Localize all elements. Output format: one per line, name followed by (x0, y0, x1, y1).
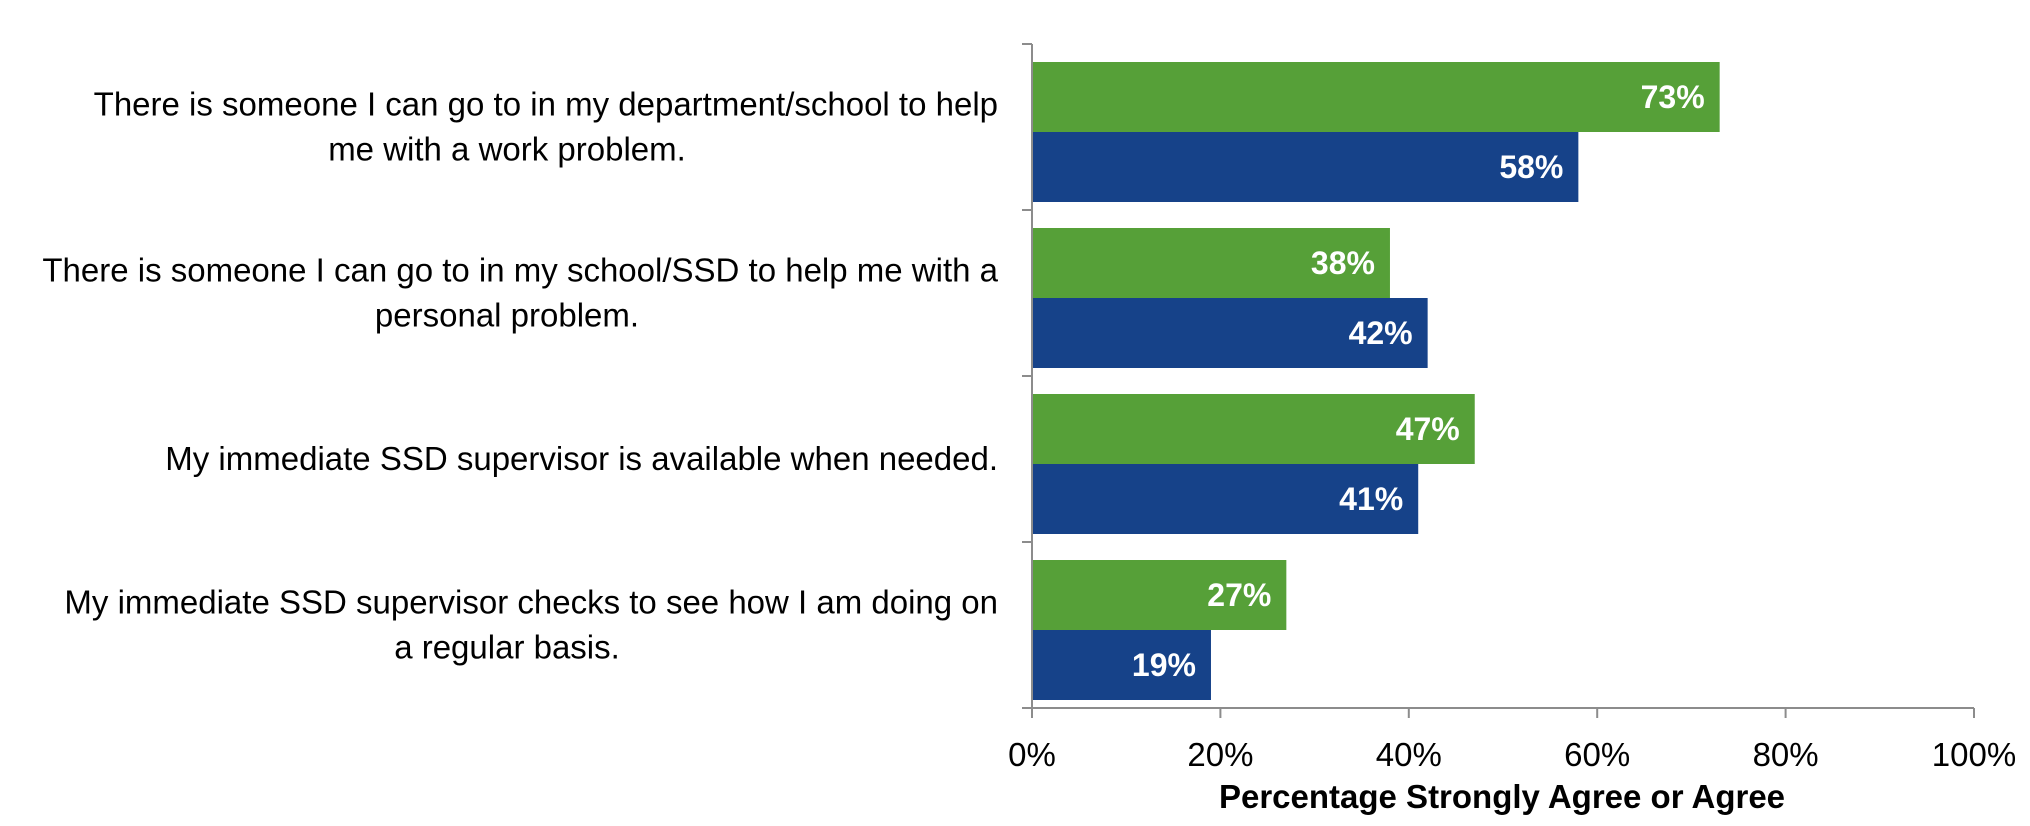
bar-value-label-1-3: 47% (1396, 411, 1460, 447)
bars-layer (1032, 62, 1720, 700)
bar-2-2 (1032, 298, 1428, 368)
x-tick-label-2: 20% (1187, 736, 1253, 773)
category-label-2-line-2: personal problem. (375, 297, 639, 334)
category-label-4-line-1: My immediate SSD supervisor checks to se… (64, 584, 998, 621)
bar-2-1 (1032, 132, 1579, 202)
x-tick-label-3: 40% (1376, 736, 1442, 773)
bar-1-3 (1032, 394, 1475, 464)
bar-2-3 (1032, 464, 1419, 534)
bar-1-2 (1032, 228, 1390, 298)
category-label-1-line-2: me with a work problem. (328, 131, 686, 168)
bar-value-label-2-3: 41% (1339, 481, 1403, 517)
bar-1-4 (1032, 560, 1287, 630)
bar-value-label-1-4: 27% (1207, 577, 1271, 613)
axis-layer: 0% 20% 40% 60% 80% 100% (1008, 43, 2016, 773)
category-label-1-line-1: There is someone I can go to in my depar… (94, 86, 998, 123)
bar-value-label-1-2: 38% (1311, 245, 1375, 281)
category-label-3: My immediate SSD supervisor is available… (165, 440, 998, 477)
bar-value-label-2-4: 19% (1132, 647, 1196, 683)
bar-2-4 (1032, 630, 1211, 700)
x-tick-label-6: 100% (1932, 736, 2016, 773)
x-tick-label-4: 60% (1564, 736, 1630, 773)
x-tick-label-1: 0% (1008, 736, 1056, 773)
bar-value-label-2-1: 58% (1499, 149, 1563, 185)
bar-value-label-1-1: 73% (1641, 79, 1705, 115)
labels-layer: 73% 58% There is someone I can go to in my… (42, 79, 1704, 683)
x-axis-title: Percentage Strongly Agree or Agree (1219, 778, 1785, 815)
bar-value-label-2-2: 42% (1349, 315, 1413, 351)
bar-1-1 (1032, 62, 1720, 132)
x-tick-label-5: 80% (1753, 736, 1819, 773)
category-label-4-line-2: a regular basis. (394, 629, 620, 666)
category-label-2-line-1: There is someone I can go to in my schoo… (42, 252, 998, 289)
